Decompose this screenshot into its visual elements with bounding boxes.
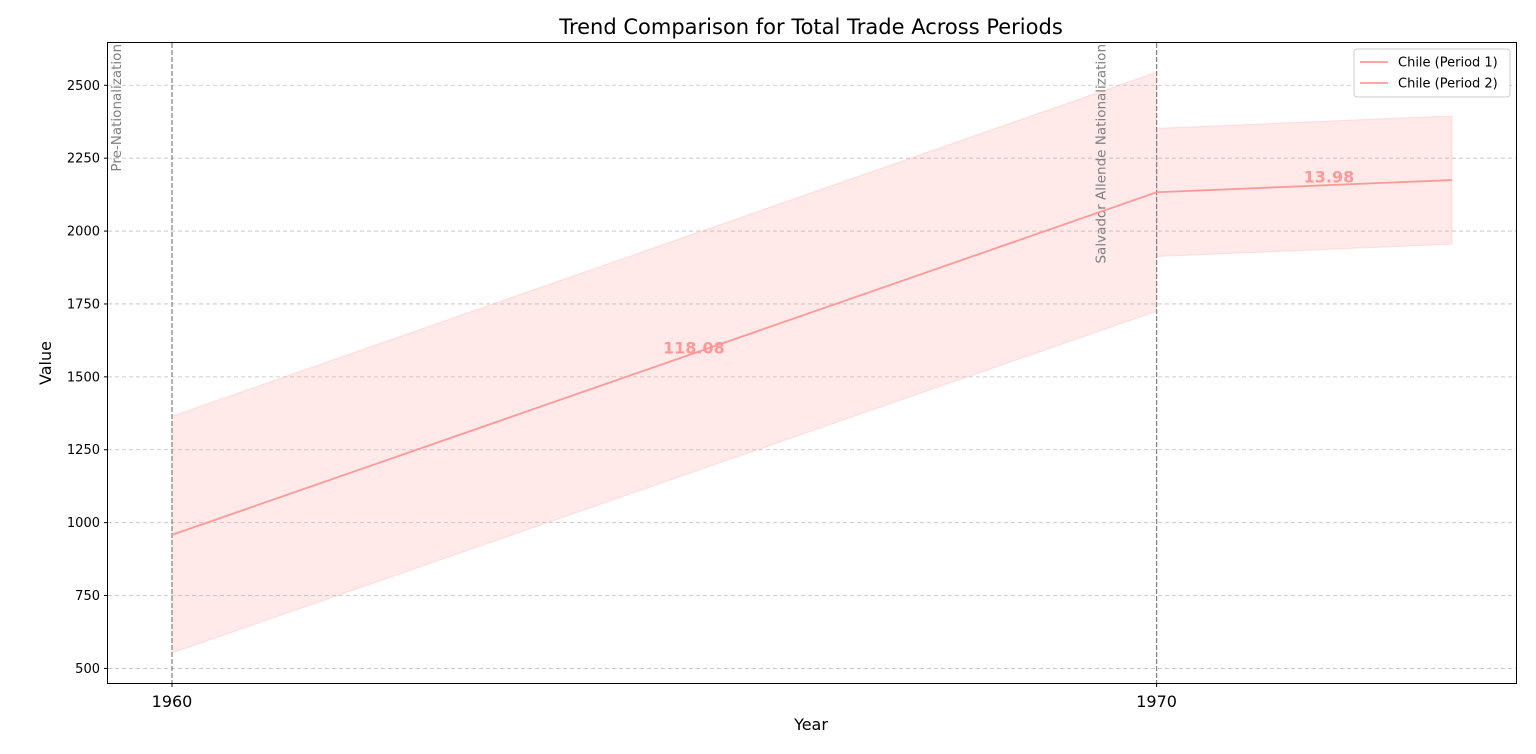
- x-tick-label: 1970: [1136, 692, 1177, 711]
- y-tick-label: 1500: [67, 370, 100, 385]
- gridlines: [108, 84, 1516, 669]
- legend: Chile (Period 1) Chile (Period 2): [1353, 48, 1511, 98]
- legend-box: [1353, 48, 1511, 98]
- vertical-marker-label: Pre-Nationalization: [109, 44, 125, 172]
- slope-value-label: 118.08: [663, 339, 725, 358]
- vertical-marker-label: Salvador Allende Nationalization: [1094, 44, 1110, 264]
- slope-value-label: 13.98: [1304, 167, 1355, 186]
- y-tick-label: 500: [75, 662, 100, 677]
- x-axis-ticks: 1960 1970: [152, 683, 1177, 711]
- y-tick-label: 1750: [67, 297, 100, 312]
- series-line: [171, 191, 1157, 536]
- plot-frame: [107, 42, 1517, 684]
- y-tick-label: 2000: [67, 225, 100, 240]
- x-axis-label: Year: [793, 715, 828, 734]
- confidence-band: [171, 71, 1158, 654]
- y-tick-label: 1250: [67, 443, 100, 458]
- x-tick-label: 1960: [152, 692, 193, 711]
- y-axis-label: Value: [36, 341, 55, 385]
- y-tick-label: 750: [75, 589, 100, 604]
- y-tick-label: 1000: [67, 516, 100, 531]
- chart-title: Trend Comparison for Total Trade Across …: [558, 15, 1063, 39]
- vertical-markers: Pre-Nationalization Salvador Allende Nati…: [109, 43, 1158, 683]
- legend-label: Chile (Period 2): [1398, 77, 1498, 92]
- confidence-bands: [171, 71, 1453, 654]
- y-axis-ticks: 500 750 1000 1250 1500 1750 2000 2250 2500: [67, 79, 108, 677]
- series-line: [1156, 179, 1453, 194]
- slope-labels: 118.08 13.98: [663, 167, 1354, 357]
- y-tick-label: 2250: [67, 152, 100, 167]
- legend-label: Chile (Period 1): [1398, 56, 1498, 71]
- series-lines: [171, 179, 1453, 536]
- y-tick-label: 2500: [67, 79, 100, 94]
